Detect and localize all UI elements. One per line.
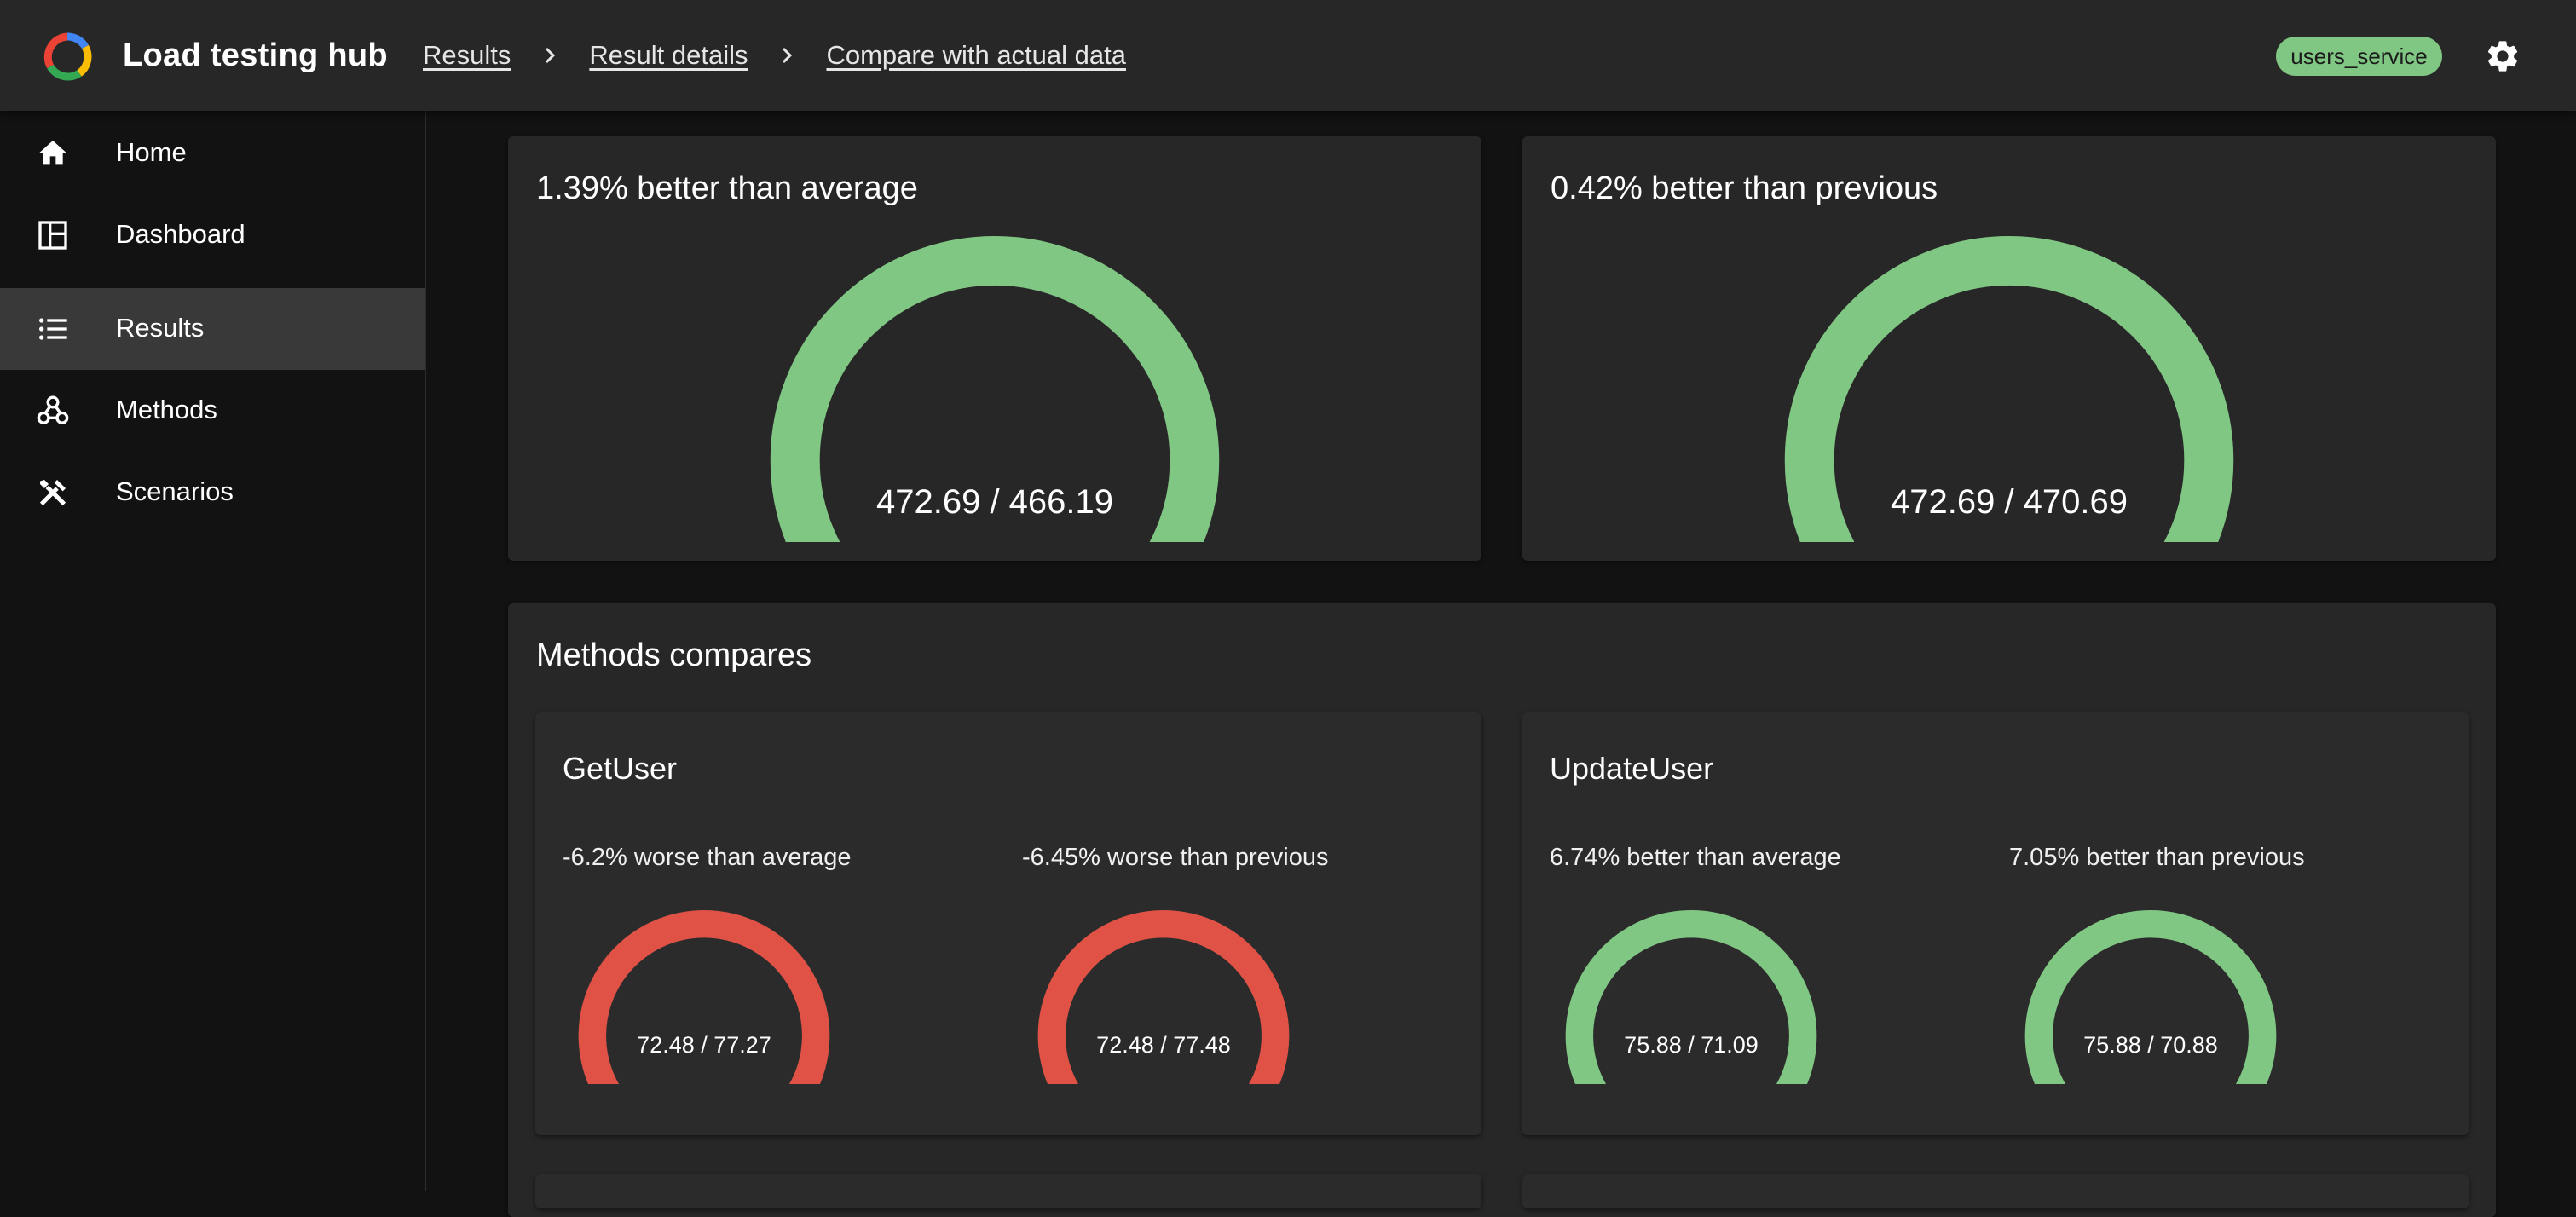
method-card-partial bbox=[1522, 1174, 2469, 1208]
breadcrumb-compare[interactable]: Compare with actual data bbox=[826, 40, 1126, 70]
sidebar-item-home[interactable]: Home bbox=[0, 112, 425, 194]
sidebar-item-dashboard[interactable]: Dashboard bbox=[0, 194, 425, 276]
gauge-chart bbox=[578, 910, 830, 1084]
sidebar: Home Dashboard Results Methods bbox=[0, 111, 426, 1191]
gauge-chart bbox=[1037, 910, 1290, 1084]
sidebar-item-label: Methods bbox=[116, 395, 217, 424]
breadcrumb-result-details[interactable]: Result details bbox=[589, 40, 748, 70]
list-icon bbox=[39, 318, 67, 340]
sidebar-item-methods[interactable]: Methods bbox=[0, 370, 425, 452]
chevron-right-icon bbox=[783, 47, 793, 64]
home-icon bbox=[38, 141, 67, 165]
gauge-chart bbox=[2024, 910, 2277, 1084]
gauge-value: 75.88 / 70.88 bbox=[2083, 1032, 2218, 1058]
gauge-value: 472.69 / 466.19 bbox=[875, 483, 1114, 521]
gauge-value-arc bbox=[2024, 910, 2277, 1084]
gauge-value: 75.88 / 71.09 bbox=[1624, 1032, 1759, 1058]
chevron-right-icon bbox=[546, 47, 556, 64]
service-badge: users_service bbox=[2276, 37, 2442, 76]
summary-title: 1.39% better than average bbox=[536, 170, 918, 206]
method-card-getuser: GetUser -6.2% worse than average 72.48 /… bbox=[535, 712, 1481, 1135]
gear-icon[interactable] bbox=[2484, 37, 2521, 75]
sidebar-item-label: Scenarios bbox=[116, 476, 234, 506]
gauge-value-arc bbox=[1565, 910, 1817, 1084]
method-card-updateuser: UpdateUser 6.74% better than average 75.… bbox=[1522, 712, 2469, 1135]
sidebar-item-label: Dashboard bbox=[116, 219, 245, 249]
sidebar-item-label: Results bbox=[116, 313, 205, 343]
summary-card-previous: 0.42% better than previous 472.69 / 470.… bbox=[1522, 136, 2496, 561]
gauge-value: 72.48 / 77.48 bbox=[1096, 1032, 1231, 1058]
gauge-chart bbox=[1784, 236, 2234, 542]
methods-compares-card: Methods compares GetUser -6.2% worse tha… bbox=[508, 603, 2496, 1217]
gauge-chart bbox=[1565, 910, 1817, 1084]
gauge-value-arc bbox=[770, 236, 1220, 542]
gauge-value-arc bbox=[1784, 236, 2234, 542]
breadcrumb-results[interactable]: Results bbox=[423, 40, 511, 70]
method-name: GetUser bbox=[563, 751, 678, 786]
sidebar-item-scenarios[interactable]: Scenarios bbox=[0, 452, 425, 534]
metric-label: -6.2% worse than average bbox=[563, 844, 852, 871]
app-title: Load testing hub bbox=[123, 37, 388, 73]
metric-label: 7.05% better than previous bbox=[2009, 844, 2305, 871]
method-name: UpdateUser bbox=[1550, 751, 1714, 786]
metric-label: 6.74% better than average bbox=[1550, 844, 1841, 871]
webhook-icon bbox=[37, 395, 69, 424]
dashboard-icon bbox=[38, 221, 67, 250]
gauge-value-arc bbox=[1037, 910, 1290, 1084]
summary-title: 0.42% better than previous bbox=[1551, 170, 1938, 206]
sidebar-item-results[interactable]: Results bbox=[0, 288, 425, 370]
gauge-value-arc bbox=[578, 910, 830, 1084]
gauge-value: 472.69 / 470.69 bbox=[1890, 483, 2128, 521]
sidebar-item-label: Home bbox=[116, 137, 187, 167]
app-bar: Load testing hub Results Result details … bbox=[0, 0, 2576, 111]
method-card-partial bbox=[535, 1174, 1481, 1208]
metric-label: -6.45% worse than previous bbox=[1022, 844, 1329, 871]
breadcrumb: Results Result details Compare with actu… bbox=[423, 37, 1126, 73]
gauge-value: 72.48 / 77.27 bbox=[637, 1032, 771, 1058]
tools-icon bbox=[39, 480, 66, 506]
section-title: Methods compares bbox=[536, 637, 812, 673]
gauge-chart bbox=[770, 236, 1220, 542]
summary-card-average: 1.39% better than average 472.69 / 466.1… bbox=[508, 136, 1481, 561]
app-logo-icon[interactable] bbox=[43, 32, 92, 82]
